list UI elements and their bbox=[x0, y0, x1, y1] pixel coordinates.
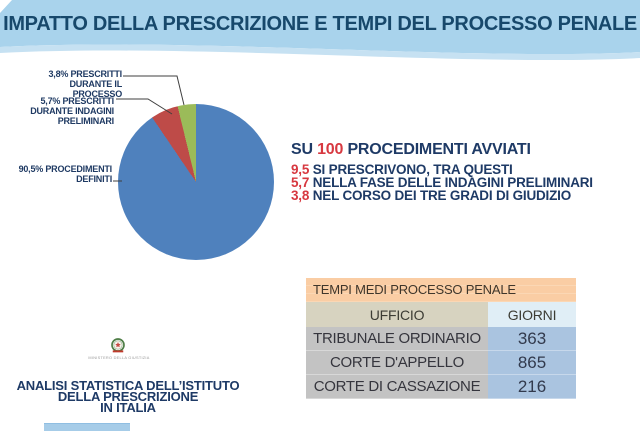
column-header-ufficio: UFFICIO bbox=[306, 302, 488, 327]
pie-chart bbox=[118, 104, 274, 260]
stats-text-total: SI PRESCRIVONO, TRA QUESTI bbox=[312, 162, 513, 177]
stats-text-indagini: NELLA FASE DELLE INDAGINI PRELIMINARI bbox=[312, 175, 593, 191]
pie-label-green-line2: DURANTE IL PROCESSO bbox=[69, 79, 123, 99]
footer-title-line1: ANALISI STATISTICA DELL’ISTITUTO bbox=[16, 378, 240, 393]
pie-label-red-line1: 5,7% PRESCRITTI bbox=[40, 96, 114, 106]
footer-title-line2: DELLA PRESCRIZIONE bbox=[57, 389, 199, 404]
stats-line-prescribed: 9,5 SI PRESCRIVONO, TRA QUESTI bbox=[291, 162, 593, 177]
pie-label-green: 3,8% PRESCRITTI DURANTE IL PROCESSO bbox=[18, 69, 122, 99]
stats-headline-pre: SU bbox=[291, 141, 313, 158]
header-band-stripe bbox=[0, 44, 640, 61]
pie-label-red-line2: DURANTE INDAGINI bbox=[30, 106, 114, 116]
stats-headline-post: PROCEDIMENTI AVVIATI bbox=[347, 141, 531, 158]
cell-ufficio: TRIBUNALE ORDINARIO bbox=[306, 327, 488, 351]
pie-label-blue-line1: 90,5% PROCEDIMENTI bbox=[18, 164, 113, 174]
stats-line-indagini: 5,7 NELLA FASE DELLE INDAGINI PRELIMINAR… bbox=[291, 175, 593, 191]
cell-ufficio: CORTE D'APPELLO bbox=[306, 351, 488, 375]
cell-giorni: 363 bbox=[488, 327, 576, 351]
footer-blue-bar bbox=[44, 423, 130, 431]
ministry-caption: MINISTERO DELLA GIUSTIZIA bbox=[88, 356, 150, 360]
pie-label-red-line3: PRELIMINARI bbox=[57, 116, 115, 126]
stats-number-total: 9,5 bbox=[291, 162, 310, 177]
column-header-giorni: GIORNI bbox=[488, 302, 576, 327]
pie-label-blue-line2: DEFINITI bbox=[76, 174, 112, 184]
leader-line-green bbox=[123, 75, 185, 106]
table-row: TRIBUNALE ORDINARIO 363 bbox=[306, 327, 576, 351]
cell-giorni: 216 bbox=[488, 375, 576, 399]
ministry-emblem-icon bbox=[109, 336, 127, 354]
table-row: CORTE D'APPELLO 865 bbox=[306, 351, 576, 375]
pie-label-blue: 90,5% PROCEDIMENTI DEFINITI bbox=[10, 164, 113, 184]
pie-label-green-line1: 3,8% PRESCRITTI bbox=[48, 69, 122, 79]
stats-text-giudizio: NEL CORSO DEI TRE GRADI DI GIUDIZIO bbox=[312, 188, 572, 204]
header-band-shape bbox=[0, 0, 640, 55]
table-title: TEMPI MEDI PROCESSO PENALE bbox=[306, 278, 576, 302]
stats-block: SU 100 PROCEDIMENTI AVVIATI 9,5 SI PRESC… bbox=[291, 141, 593, 203]
footer-title: ANALISI STATISTICA DELL’ISTITUTO DELLA P… bbox=[8, 378, 248, 415]
tempi-medi-table: TEMPI MEDI PROCESSO PENALE UFFICIO GIORN… bbox=[306, 278, 576, 399]
table-header-row: UFFICIO GIORNI bbox=[306, 302, 576, 327]
pie-label-red: 5,7% PRESCRITTI DURANTE INDAGINI PRELIMI… bbox=[18, 96, 114, 126]
stats-line-giudizio: 3,8 NEL CORSO DEI TRE GRADI DI GIUDIZIO bbox=[291, 188, 593, 204]
stats-number-indagini: 5,7 bbox=[291, 175, 310, 191]
stats-headline: SU 100 PROCEDIMENTI AVVIATI bbox=[291, 141, 593, 158]
header-band bbox=[0, 0, 640, 61]
table-row: CORTE DI CASSAZIONE 216 bbox=[306, 375, 576, 399]
cell-giorni: 865 bbox=[488, 351, 576, 375]
footer-title-line3: IN ITALIA bbox=[100, 400, 156, 415]
page-title: IMPATTO DELLA PRESCRIZIONE E TEMPI DEL P… bbox=[3, 13, 637, 35]
cell-ufficio: CORTE DI CASSAZIONE bbox=[306, 375, 488, 399]
stats-number-giudizio: 3,8 bbox=[291, 188, 310, 204]
stats-headline-number: 100 bbox=[317, 141, 344, 158]
